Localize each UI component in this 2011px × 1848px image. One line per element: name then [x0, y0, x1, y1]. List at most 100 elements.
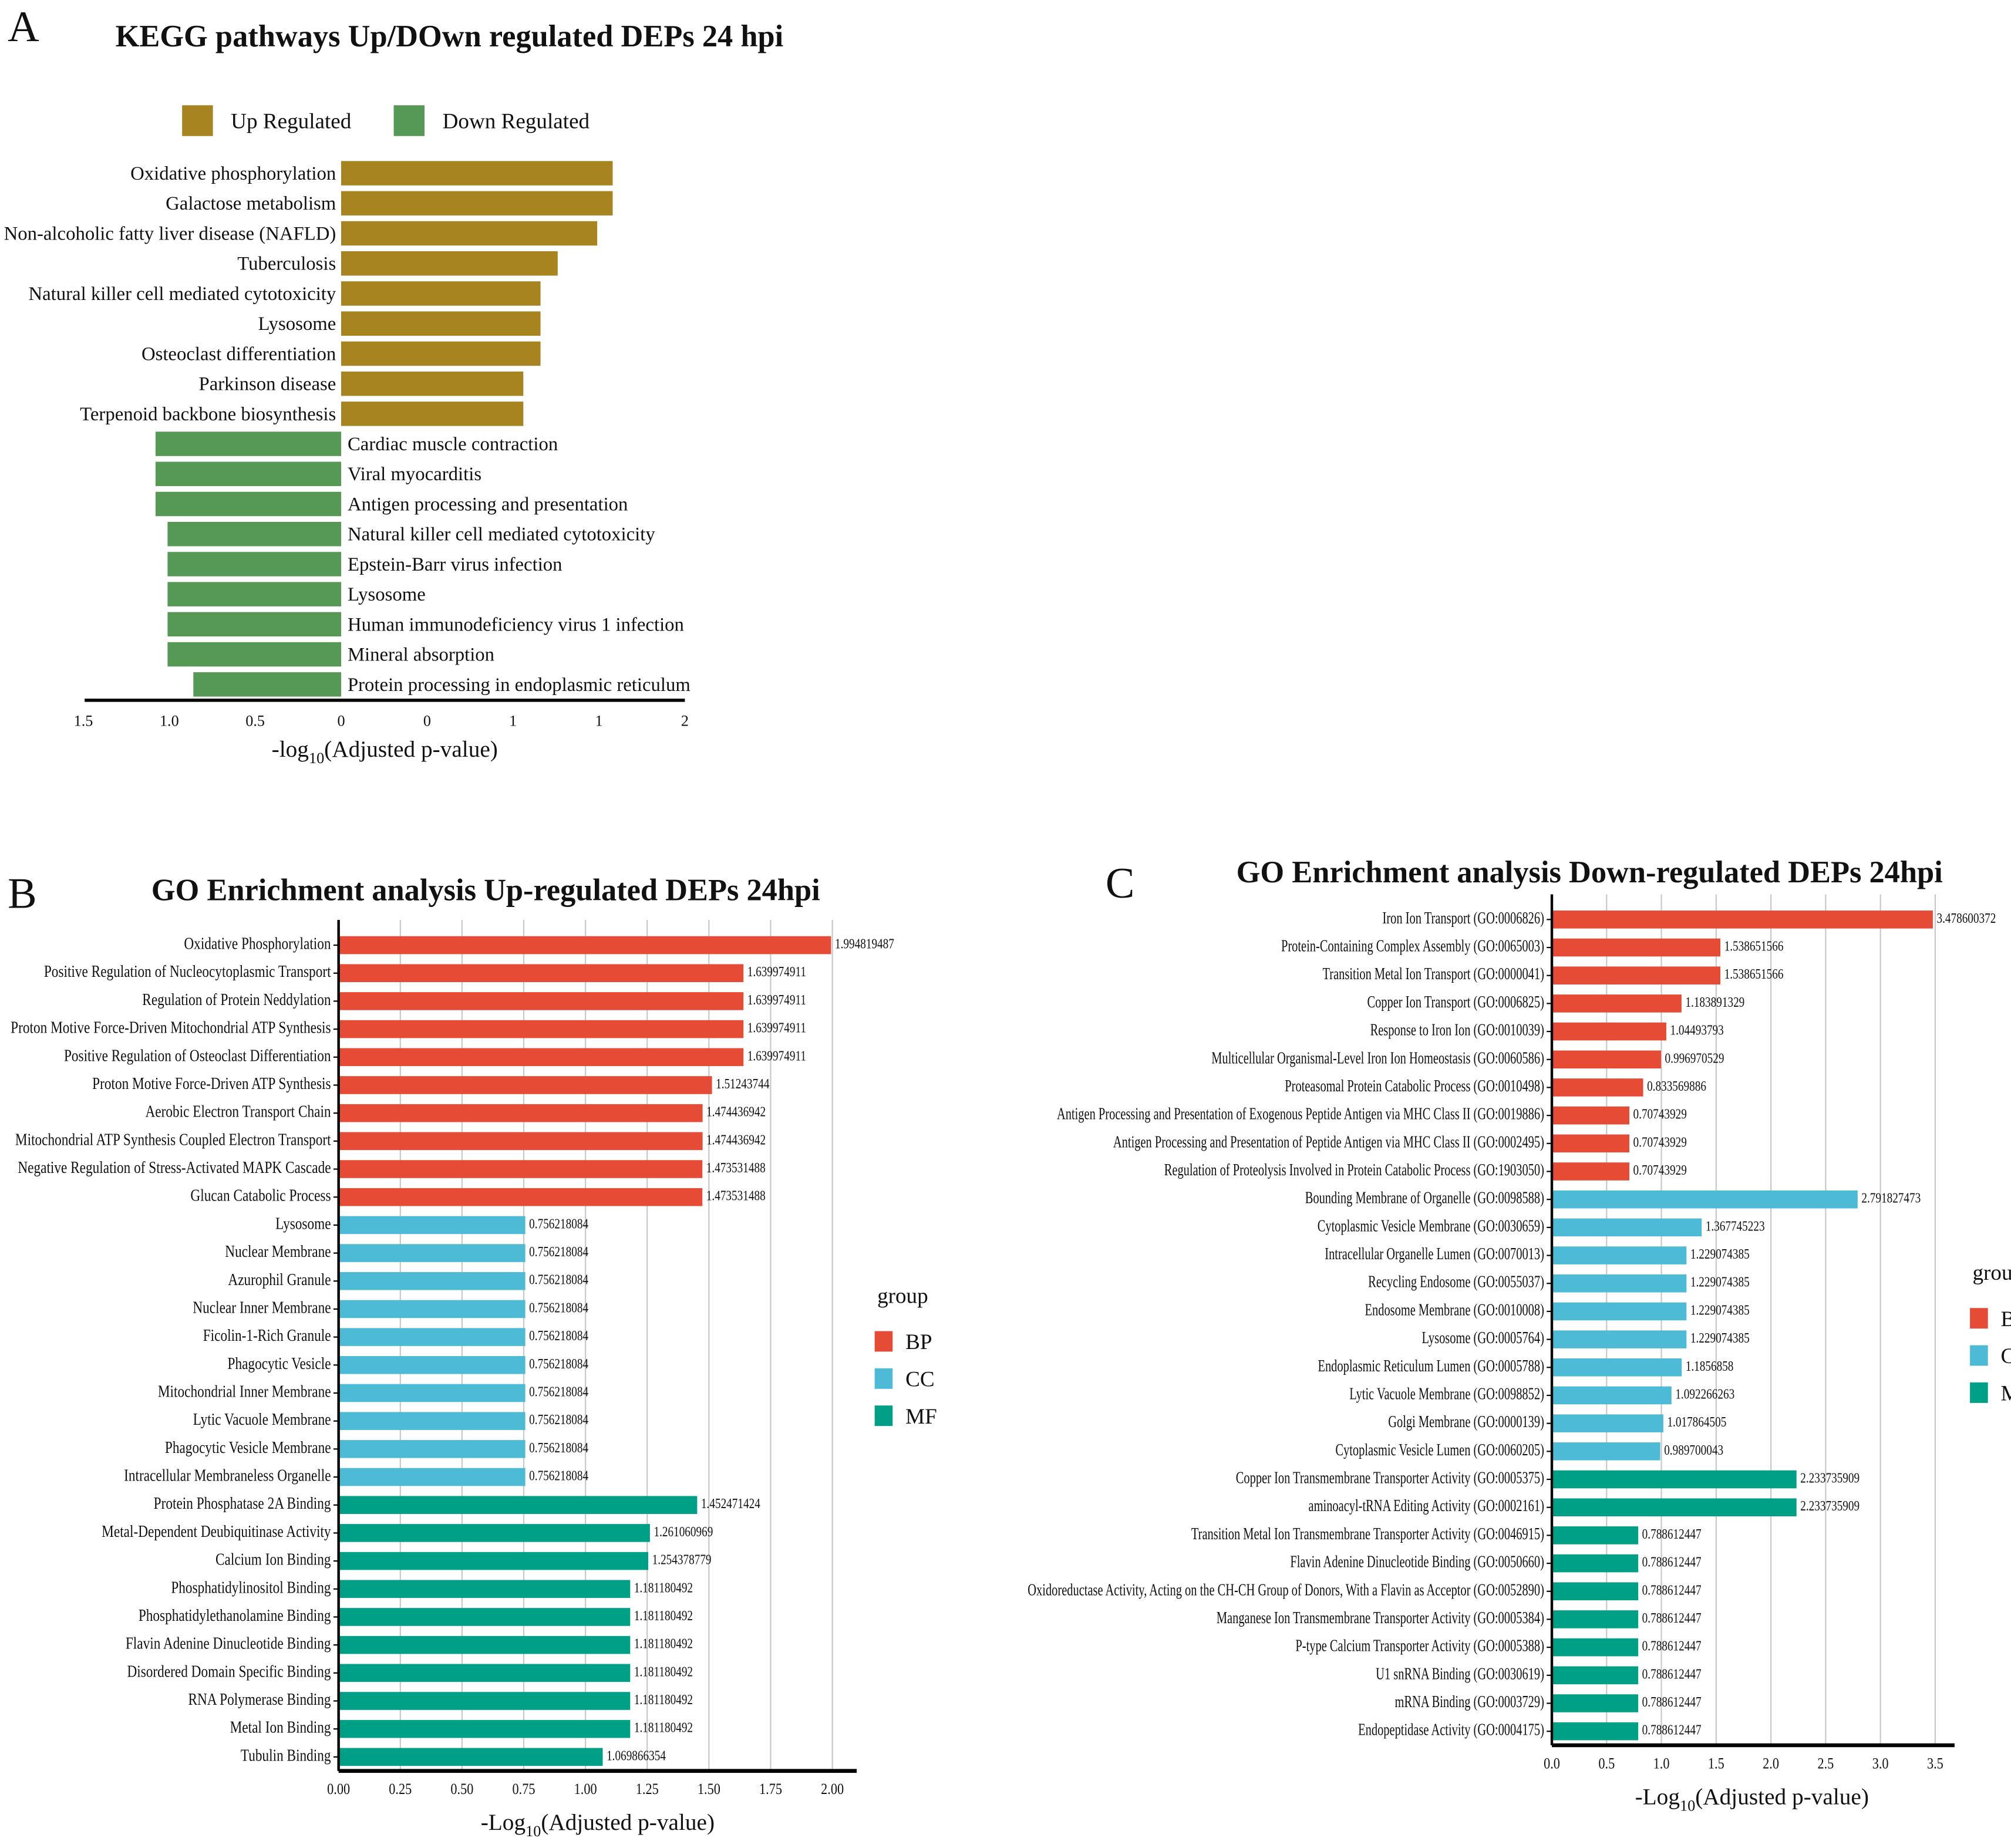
bar-mf	[338, 1496, 698, 1515]
bar-cc	[1552, 1358, 1682, 1377]
bar-label: Cytoplasmic Vesicle Lumen (GO:0060205)	[1335, 1441, 1544, 1459]
bar-label: Transition Metal Ion Transport (GO:00000…	[1323, 965, 1544, 983]
legend-title: group	[877, 1284, 928, 1308]
bar-down	[193, 672, 342, 697]
value-label: 0.756218084	[529, 1272, 588, 1288]
bar-label-group: Endopeptidase Activity (GO:0004175)	[1358, 1721, 1544, 1739]
panel-letter: A	[8, 3, 39, 51]
value-label: 1.229074385	[1690, 1302, 1750, 1318]
bar-label: Azurophil Granule	[228, 1270, 331, 1289]
x-tick-label: 2.5	[1817, 1755, 1834, 1772]
bar-label-group: Glucan Catabolic Process	[190, 1186, 331, 1205]
value-label: 1.229074385	[1690, 1274, 1750, 1290]
value-label-group: 1.474436942	[706, 1132, 766, 1148]
bar-down	[167, 522, 342, 547]
value-label-group: 1.473531488	[706, 1188, 766, 1204]
bar-cc	[338, 1468, 526, 1486]
bar-bp	[338, 1048, 744, 1067]
legend-swatch	[182, 105, 213, 136]
bar-label-up: Natural killer cell mediated cytotoxicit…	[28, 284, 336, 305]
bar-up	[341, 311, 541, 336]
bar-label-group: Lytic Vacuole Membrane	[193, 1410, 331, 1429]
bar-label: Positive Regulation of Nucleocytoplasmic…	[44, 962, 331, 981]
value-label-group: 0.788612447	[1642, 1722, 1702, 1738]
bar-bp	[338, 1188, 703, 1206]
xlabel-subscript: 10	[1680, 1797, 1695, 1814]
value-label-group: 1.181180492	[634, 1720, 693, 1736]
bar-label-group: Oxidative Phosphorylation	[184, 934, 331, 953]
bar-label-group: Manganese Ion Transmembrane Transporter …	[1217, 1609, 1544, 1627]
value-label: 2.791827473	[1861, 1191, 1921, 1206]
bar-label: Golgi Membrane (GO:0000139)	[1388, 1413, 1544, 1431]
x-tick-label: 1.5	[74, 713, 93, 730]
bar-label: RNA Polymerase Binding	[188, 1690, 331, 1709]
bar-label-group: Response to Iron Ion (GO:0010039)	[1370, 1021, 1544, 1039]
bar-label-group: Azurophil Granule	[228, 1270, 331, 1289]
x-axis-label: -log10(Adjusted p-value)	[272, 736, 498, 767]
bar-mf	[1552, 1498, 1797, 1516]
bar-label-group: Ficolin-1-Rich Granule	[203, 1326, 331, 1345]
bar-label-down: Lysosome	[348, 584, 426, 605]
bar-mf	[1552, 1722, 1639, 1741]
value-label-group: 1.181180492	[634, 1664, 693, 1680]
bar-label: Positive Regulation of Osteoclast Differ…	[64, 1046, 331, 1065]
bar-label-group: Phosphatidylinositol Binding	[171, 1578, 331, 1597]
bar-cc	[1552, 1302, 1687, 1321]
value-label-group: 1.017864505	[1667, 1414, 1726, 1430]
value-label: 0.756218084	[529, 1412, 588, 1428]
value-label-group: 0.788612447	[1642, 1610, 1702, 1626]
value-label: 1.474436942	[706, 1104, 766, 1120]
value-label: 1.474436942	[706, 1132, 766, 1148]
bar-down	[167, 552, 342, 576]
bar-label: Regulation of Proteolysis Involved in Pr…	[1164, 1161, 1544, 1179]
bar-label: Iron Ion Transport (GO:0006826)	[1383, 909, 1544, 928]
x-tick-label: 0.5	[245, 713, 265, 730]
bar-label-group: Regulation of Proteolysis Involved in Pr…	[1164, 1161, 1544, 1179]
x-tick-label: 0.75	[513, 1780, 535, 1798]
value-label-group: 1.181180492	[634, 1692, 693, 1708]
value-label: 1.639974911	[747, 1048, 806, 1064]
bar-label-group: aminoacyl-tRNA Editing Activity (GO:0002…	[1309, 1497, 1544, 1515]
bar-label: Phagocytic Vesicle Membrane	[165, 1438, 331, 1457]
bar-label-group: Endosome Membrane (GO:0010008)	[1365, 1301, 1544, 1319]
bar-mf	[338, 1748, 603, 1766]
bar-label: Phagocytic Vesicle	[228, 1354, 331, 1373]
value-label-group: 1.538651566	[1724, 966, 1784, 982]
panel-letter: B	[8, 870, 37, 918]
bar-label-group: Intracellular Membraneless Organelle	[124, 1466, 331, 1485]
value-label: 0.756218084	[529, 1244, 588, 1260]
value-label: 0.788612447	[1642, 1722, 1702, 1738]
bar-label-group: Disordered Domain Specific Binding	[127, 1662, 331, 1681]
bar-up	[341, 221, 598, 246]
bar-label-group: Nuclear Membrane	[225, 1242, 331, 1261]
bar-bp	[1552, 1162, 1629, 1181]
bar-cc	[338, 1384, 526, 1402]
bar-bp	[338, 1104, 703, 1122]
value-label: 0.788612447	[1642, 1666, 1702, 1682]
value-label: 0.756218084	[529, 1328, 588, 1344]
bar-label: Calcium Ion Binding	[215, 1550, 331, 1569]
bar-label: Proton Motive Force-Driven Mitochondrial…	[11, 1018, 331, 1037]
bar-bp	[338, 1160, 703, 1178]
value-label-group: 1.183891329	[1685, 994, 1744, 1010]
value-label: 1.639974911	[747, 1020, 806, 1036]
value-label: 1.181180492	[634, 1720, 693, 1736]
bar-mf	[338, 1719, 631, 1738]
bar-cc	[338, 1244, 526, 1262]
bar-up	[341, 251, 558, 276]
value-label-group: 0.756218084	[529, 1412, 588, 1428]
legend-label: Down Regulated	[443, 110, 590, 134]
bar-label-up: Osteoclast differentiation	[142, 343, 336, 365]
value-label-group: 1.181180492	[634, 1636, 693, 1652]
value-label-group: 1.229074385	[1690, 1302, 1750, 1318]
xlabel-prefix: -log	[272, 736, 309, 762]
bar-label-group: Copper Ion Transport (GO:0006825)	[1367, 993, 1544, 1011]
value-label-group: 0.996970529	[1665, 1050, 1724, 1066]
legend-title: group	[1972, 1261, 2011, 1285]
value-label: 0.996970529	[1665, 1050, 1724, 1066]
bar-label-group: U1 snRNA Binding (GO:0030619)	[1376, 1665, 1544, 1683]
bar-mf	[338, 1664, 631, 1682]
bar-bp	[338, 1020, 744, 1038]
value-label-group: 0.756218084	[529, 1328, 588, 1344]
bar-bp	[338, 992, 744, 1010]
